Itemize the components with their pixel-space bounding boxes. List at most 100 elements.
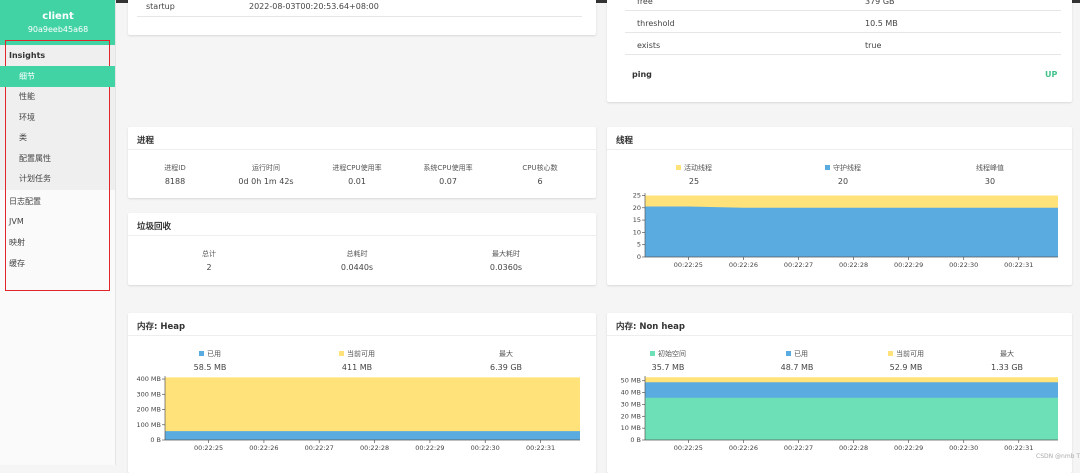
stat-label: 最大耗时 [492, 250, 520, 258]
legend-swatch [339, 351, 344, 356]
nav-active [0, 66, 115, 87]
nav-item[interactable]: 类 [19, 133, 27, 143]
watermark: CSDN @nmb T [1036, 453, 1080, 460]
chart: 0 B 10 MB 20 MB 30 MB 40 MB 50 MB 00:22:25 00:2… [621, 376, 1058, 452]
legend-value: 35.7 MB [651, 363, 685, 372]
y-tick-label: 40 MB [621, 389, 641, 397]
legend-swatch [786, 351, 791, 356]
x-tick-label: 00:22:29 [415, 444, 444, 452]
stat-value: 8188 [164, 177, 186, 186]
card-title: 内存: Non heap [616, 322, 685, 332]
y-tick-label: 50 MB [621, 377, 641, 385]
legend-label: 最大 [1000, 350, 1014, 358]
legend-value: 48.7 MB [780, 363, 814, 372]
area [645, 206, 1058, 257]
card-title: 内存: Heap [137, 322, 186, 332]
legend-value: 411 MB [341, 363, 373, 372]
x-tick-label: 00:22:27 [784, 261, 813, 269]
x-tick-label: 00:22:31 [526, 444, 555, 452]
legend-value: 30 [984, 177, 996, 186]
card-divider [128, 149, 596, 150]
app-name: client [42, 11, 74, 22]
nav-item[interactable]: 映射 [9, 238, 25, 248]
disk-card [607, 0, 1072, 102]
nav-item[interactable]: 配置属性 [19, 153, 51, 163]
x-tick-label: 00:22:29 [894, 444, 923, 452]
disk-key: exists [637, 41, 661, 50]
stat-value: 0d 0h 1m 42s [238, 177, 294, 186]
stat-label: 系统CPU使用率 [423, 164, 473, 172]
card-divider [128, 335, 596, 336]
nav-item[interactable]: JVM [9, 216, 24, 226]
x-tick-label: 00:22:31 [1004, 444, 1033, 452]
legend-label: 已用 [199, 349, 221, 359]
stat-value: 0.0440s [340, 263, 374, 272]
nav-item[interactable]: 环境 [19, 112, 35, 122]
legend-label: 守护线程 [825, 163, 861, 173]
nav-item[interactable]: 计划任务 [19, 174, 51, 183]
legend-swatch [199, 351, 204, 356]
stat-value: 0.01 [348, 177, 366, 186]
nav-group: Insights [9, 51, 46, 60]
info-value: 2022-08-03T00:20:53.64+08:00 [249, 2, 379, 11]
stat-label: 进程CPU使用率 [332, 164, 382, 172]
x-tick-label: 00:22:28 [360, 444, 389, 452]
nav-item[interactable]: 缓存 [9, 258, 25, 268]
chart: 0 5 10 15 20 25 00:22:25 00:22:26 00:22:27 00:22:… [633, 191, 1058, 269]
y-tick-label: 30 MB [621, 400, 641, 408]
legend-label: 当前可用 [339, 349, 375, 359]
card-title: 线程 [616, 136, 634, 146]
info-key: startup [146, 2, 175, 11]
y-tick-label: 0 [637, 253, 641, 261]
area [165, 431, 580, 440]
legend-value: 52.9 MB [889, 363, 923, 372]
row-divider [625, 32, 1061, 33]
y-tick-label: 5 [637, 241, 641, 249]
x-tick-label: 00:22:25 [674, 444, 703, 452]
nav-item[interactable]: 细节 [19, 72, 35, 81]
legend-label: 活动线程 [676, 163, 712, 173]
nav-item[interactable]: 性能 [19, 92, 35, 102]
stat-value: 6 [537, 177, 543, 186]
legend-value: 6.39 GB [489, 363, 523, 372]
stat-value: 0.07 [439, 177, 457, 186]
x-tick-label: 00:22:26 [729, 261, 758, 269]
legend-value: 58.5 MB [193, 363, 227, 372]
y-tick-label: 0 B [630, 436, 641, 444]
nav-item[interactable]: 日志配置 [9, 197, 41, 206]
legend-value: 20 [837, 177, 849, 186]
disk-key: threshold [637, 19, 675, 28]
y-tick-label: 10 MB [621, 424, 641, 432]
card-title: 进程 [137, 136, 155, 146]
stat-value: 0.0360s [489, 263, 523, 272]
y-tick-label: 100 MB [136, 421, 161, 429]
stat-label: 进程ID [164, 164, 186, 172]
stat-label: 总耗时 [346, 250, 368, 258]
card-title: 垃圾回收 [137, 222, 172, 232]
stat-label: 总计 [202, 250, 216, 258]
legend-swatch [650, 351, 655, 356]
app-header [0, 0, 115, 45]
row-divider [625, 10, 1061, 11]
legend-label: 当前可用 [888, 349, 924, 359]
x-tick-label: 00:22:25 [674, 261, 703, 269]
disk-key: free [637, 0, 653, 6]
app-id: 90a9eeb45a68 [27, 25, 89, 34]
gc-card [128, 213, 596, 285]
disk-value: true [865, 41, 882, 50]
info-card [128, 0, 596, 35]
y-tick-label: 20 [633, 204, 641, 212]
y-tick-label: 25 [633, 191, 641, 199]
legend-swatch [888, 351, 893, 356]
x-tick-label: 00:22:28 [839, 444, 868, 452]
x-tick-label: 00:22:30 [949, 261, 978, 269]
row-divider [625, 54, 1061, 55]
y-tick-label: 0 B [150, 436, 161, 444]
x-tick-label: 00:22:30 [949, 444, 978, 452]
stat-value: 2 [206, 263, 212, 272]
disk-value: 10.5 MB [865, 19, 898, 28]
x-tick-label: 00:22:25 [194, 444, 223, 452]
legend-label: 初始空间 [650, 349, 686, 359]
legend-label: 线程峰值 [976, 164, 1004, 172]
chart: 0 B 100 MB 200 MB 300 MB 400 MB 00:22:25 00:22… [136, 375, 580, 452]
